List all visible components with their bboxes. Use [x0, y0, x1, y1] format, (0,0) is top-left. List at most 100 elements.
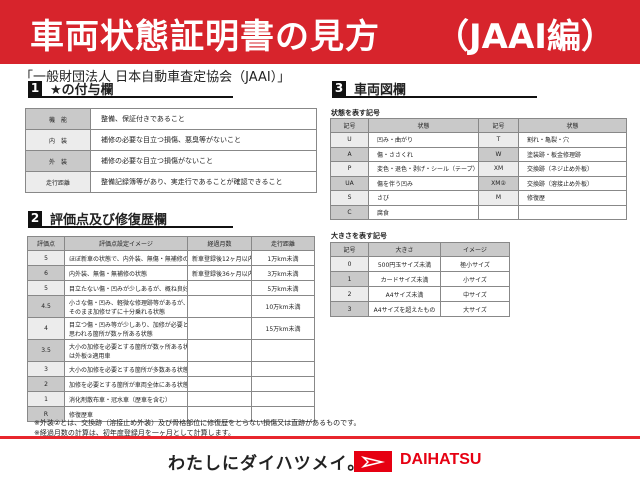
mileage: 5万km未満 — [251, 280, 315, 296]
state-description: 交換跡（ネジ止め外板） — [518, 161, 627, 177]
daihatsu-logo-text: DAIHATSU — [400, 451, 482, 468]
mileage — [251, 391, 315, 407]
column-header: 記号 — [478, 118, 519, 133]
row-value: 整備記録簿等があり、実走行であることが確認できること — [90, 171, 317, 193]
slogan-logo: わたしにダイハツメイ。 — [168, 454, 366, 474]
state-symbol-table: 記号 状態 記号 状態 U 凹み・曲がり T 割れ・亀裂・穴 A 傷・ささくれ W 塗装跡・板金修理… — [330, 118, 627, 220]
column-header: 評価点 — [27, 236, 65, 251]
state-symbol — [478, 204, 519, 220]
size-symbol: 2 — [330, 286, 369, 302]
row-label: 内 装 — [25, 129, 91, 151]
score: 3.5 — [27, 339, 65, 362]
score-image: 大小の加修を必要とする箇所が数ヶ所ある状態又は外板②適用車 — [64, 339, 188, 362]
mileage: 3万km未満 — [251, 265, 315, 281]
score-image-line: ほぼ新車の状態で、内外装、無傷・無補修の状態 — [69, 255, 187, 263]
state-description: さび — [368, 190, 479, 206]
score-image-line: 思われる箇所が数ヶ所ある状態 — [69, 330, 153, 338]
score: 5 — [27, 250, 65, 266]
column-header: 経過月数 — [187, 236, 252, 251]
size-symbol: 3 — [330, 301, 369, 317]
score-image-line: 目立つ傷・凹み等が少しあり、加修が必要と — [69, 321, 188, 329]
column-header: 状態 — [368, 118, 479, 133]
elapsed-months — [187, 339, 252, 362]
table-row: 6 内外装、無傷・無補修の状態 新車登録後36ヶ月以内 3万km未満 — [27, 265, 315, 281]
score: 6 — [27, 265, 65, 281]
score-image: ほぼ新車の状態で、内外装、無傷・無補修の状態 — [64, 250, 188, 266]
state-symbol: C — [330, 204, 369, 220]
table-row: 5 ほぼ新車の状態で、内外装、無傷・無補修の状態新車登録後12ヶ月以内1万km未満 — [27, 250, 315, 266]
table-row: C 腐食 — [330, 204, 627, 220]
table-row: 走行距離 整備記録簿等があり、実走行であることが確認できること — [25, 171, 317, 193]
mileage: 15万km未満 — [251, 317, 315, 340]
score-image: 目立たない傷・凹みが少しあるが、概ね良好な状態 — [64, 280, 188, 296]
score-image-line: は外板②適用車 — [69, 352, 111, 360]
score-image: 小さな傷・凹み、軽微な修理跡等があるが、 そのまま加修せずに十分乗れる状態 — [64, 295, 188, 318]
score-image-line: 大小の加修を必要とする箇所が数ヶ所ある状態又 — [69, 343, 187, 351]
table-row: S さび M 修復歴 — [330, 190, 627, 206]
section-title: 車両図欄 — [354, 82, 407, 98]
table-row: 1 カードサイズ未満 小サイズ — [330, 271, 510, 287]
mileage — [251, 406, 315, 422]
table-row: 2 A4サイズ未満 中サイズ — [330, 286, 510, 302]
table-row: 外 装補修の必要な目立つ損傷がないこと — [25, 150, 317, 172]
page-subtitle: （JAAI編） — [435, 17, 615, 57]
state-symbol: XM② — [478, 175, 519, 191]
star-table: 機 能整備、保証付きであること内 装補修の必要な目立つ損傷、悪臭等がないこと外 … — [25, 108, 317, 193]
size-symbol: 1 — [330, 271, 369, 287]
elapsed-months — [187, 376, 252, 392]
size-symbol-table: 記号 大きさ イメージ 0 500円玉サイズ未満 極小サイズ 1 カードサイズ未満 小サイズ 2… — [330, 242, 510, 317]
elapsed-months — [187, 280, 252, 296]
score: 3 — [27, 361, 65, 377]
mileage: 1万km未満 — [251, 250, 315, 266]
elapsed-months: 新車登録後36ヶ月以内 — [187, 265, 252, 281]
score-image: 加修を必要とする箇所が車両全体にある状態 — [64, 376, 188, 392]
score-image-line: そのまま加修せずに十分乗れる状態 — [69, 308, 166, 316]
size-image: 極小サイズ — [440, 256, 510, 272]
score-image: 大小の加修を必要とする箇所が多数ある状態 — [64, 361, 188, 377]
table-row: UA 傷を伴う凹み XM② 交換跡（溶接止め外板） — [330, 175, 627, 191]
elapsed-months — [187, 361, 252, 377]
size-image: 中サイズ — [440, 286, 510, 302]
row-label: 外 装 — [25, 150, 91, 172]
size: カードサイズ未満 — [368, 271, 441, 287]
mileage — [251, 361, 315, 377]
state-symbol: P — [330, 161, 369, 177]
state-description: 変色・退色・剥げ・シール（テープ）跡 — [368, 161, 479, 177]
table-row: 機 能整備、保証付きであること — [25, 108, 317, 130]
elapsed-months — [187, 295, 252, 318]
column-header: 走行距離 — [251, 236, 315, 251]
column-header: 評価点設定イメージ — [64, 236, 188, 251]
column-header: 記号 — [330, 242, 369, 257]
state-symbols-label: 状態を表す記号 — [331, 109, 380, 117]
score-image: 内外装、無傷・無補修の状態 — [64, 265, 188, 281]
column-header: 状態 — [518, 118, 627, 133]
daihatsu-emblem-icon — [354, 451, 392, 472]
size-image: 小サイズ — [440, 271, 510, 287]
state-symbol: A — [330, 146, 369, 162]
elapsed-months: 新車登録後12ヶ月以内 — [187, 250, 252, 266]
score-image-line: 修復歴車 — [69, 411, 94, 419]
score: 4 — [27, 317, 65, 340]
score-image-line: 内外装、無傷・無補修の状態 — [69, 270, 148, 278]
note-1: ※外装②とは、交換跡（溶接止め外装）及び骨格部位に修復歴をとらない損傷又は直跡が… — [34, 419, 361, 427]
score-image: 修復歴車 — [64, 406, 188, 422]
state-description: 傷を伴う凹み — [368, 175, 479, 191]
table-row: 4 目立つ傷・凹み等が少しあり、加修が必要と 思われる箇所が数ヶ所ある状態 15万km… — [27, 317, 315, 340]
table-row: R 修復歴車 — [27, 406, 315, 422]
score-image: 消化剤散布車・冠水車（歴車を含む） — [64, 391, 188, 407]
column-header: 記号 — [330, 118, 369, 133]
section-title: ★の付与欄 — [50, 82, 114, 98]
score-table: 評価点 評価点設定イメージ 経過月数 走行距離 5 ほぼ新車の状態で、内外装、無傷・無補… — [27, 236, 315, 422]
size-symbols-label: 大きさを表す記号 — [331, 232, 387, 240]
size-image: 大サイズ — [440, 301, 510, 317]
state-description: 割れ・亀裂・穴 — [518, 132, 627, 148]
section-number: 2 — [28, 210, 42, 226]
state-symbol: T — [478, 132, 519, 148]
row-label: 走行距離 — [25, 171, 91, 193]
state-symbol: S — [330, 190, 369, 206]
row-value: 補修の必要な目立つ損傷、悪臭等がないこと — [90, 129, 317, 151]
state-symbol: U — [330, 132, 369, 148]
page-header: 車両状態証明書の見方 （JAAI編） — [0, 0, 640, 64]
table-row: P 変色・退色・剥げ・シール（テープ）跡 XM 交換跡（ネジ止め外板） — [330, 161, 627, 177]
score: 2 — [27, 376, 65, 392]
